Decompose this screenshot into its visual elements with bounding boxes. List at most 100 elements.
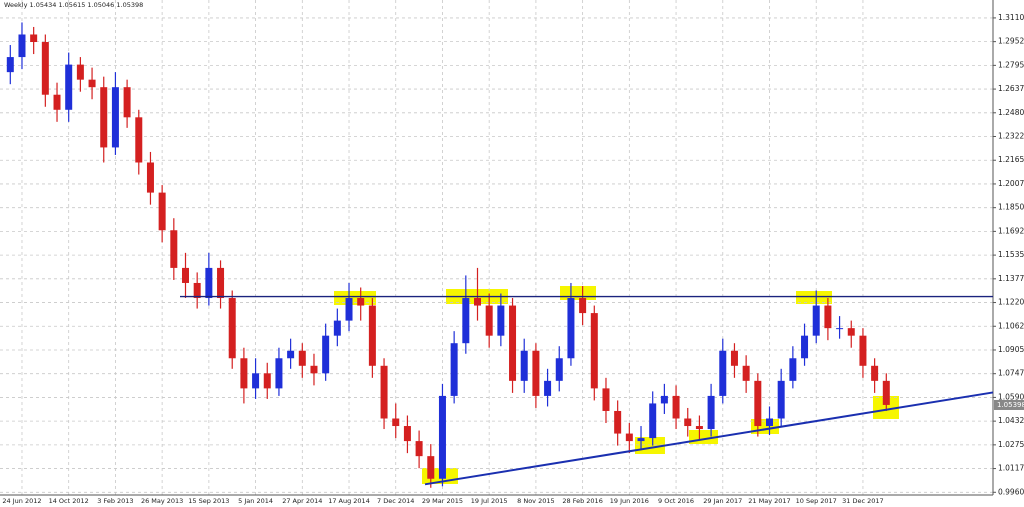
y-tick-label: 1.09050 xyxy=(998,345,1024,354)
candle-body xyxy=(882,380,890,405)
y-tick-label: 1.29525 xyxy=(998,37,1024,46)
candle-body xyxy=(824,305,832,329)
candle-body xyxy=(6,57,14,73)
candle-body xyxy=(88,79,96,88)
candle-body xyxy=(263,373,271,389)
y-tick-label: 0.99600 xyxy=(998,487,1024,496)
candle-body xyxy=(380,365,388,419)
x-tick-label: 19 Jun 2016 xyxy=(610,497,649,505)
y-tick-label: 1.26375 xyxy=(998,84,1024,93)
candle-body xyxy=(660,395,668,404)
candle-body xyxy=(217,267,225,299)
candle-body xyxy=(193,282,201,299)
candle-body xyxy=(719,350,727,396)
y-tick-label: 1.18500 xyxy=(998,203,1024,212)
candle-body xyxy=(333,320,341,336)
x-tick-label: 24 Jun 2012 xyxy=(2,497,41,505)
y-tick-label: 1.02750 xyxy=(998,440,1024,449)
y-tick-label: 1.12200 xyxy=(998,298,1024,307)
x-tick-label: 26 May 2013 xyxy=(141,497,183,505)
y-tick-label: 1.01175 xyxy=(998,464,1024,473)
candle-body xyxy=(146,162,154,193)
candle-body xyxy=(836,328,844,330)
candle-body xyxy=(76,64,84,80)
x-tick-label: 27 Apr 2014 xyxy=(282,497,322,505)
x-tick-label: 10 Sep 2017 xyxy=(796,497,837,505)
candle-body xyxy=(766,418,773,427)
candle-body xyxy=(310,365,318,374)
candle-body xyxy=(801,335,809,359)
candle-body xyxy=(65,64,73,110)
candle-body xyxy=(287,350,295,359)
candle-body xyxy=(41,42,49,95)
x-tick-label: 29 Mar 2015 xyxy=(422,497,463,505)
candle-body xyxy=(462,298,470,344)
candle-body xyxy=(847,328,855,336)
candle-body xyxy=(602,388,610,411)
candle-body xyxy=(649,403,657,439)
candle-body xyxy=(672,395,680,419)
candle-body xyxy=(298,350,306,366)
candle-body xyxy=(18,34,26,58)
candle-body xyxy=(100,87,108,148)
y-tick-label: 1.24800 xyxy=(998,108,1024,117)
x-tick-label: 7 Dec 2014 xyxy=(377,497,414,505)
candle-body xyxy=(240,358,248,389)
candle-body xyxy=(450,343,458,396)
y-tick-label: 1.13775 xyxy=(998,274,1024,283)
candle-body xyxy=(637,438,645,442)
candle-body xyxy=(532,350,540,396)
candle-body xyxy=(742,365,750,381)
x-tick-label: 8 Nov 2015 xyxy=(517,497,555,505)
candle-body xyxy=(730,350,738,366)
candle-body xyxy=(614,410,622,434)
candle-body xyxy=(707,395,715,430)
x-tick-label: 21 May 2017 xyxy=(748,497,790,505)
candle-body xyxy=(345,298,353,321)
candle-body xyxy=(111,87,119,148)
candle-body xyxy=(403,426,411,442)
x-tick-label: 14 Oct 2012 xyxy=(49,497,89,505)
candle-body xyxy=(322,335,330,374)
x-tick-label: 19 Jul 2015 xyxy=(471,497,508,505)
candle-body xyxy=(754,380,762,427)
candle-body xyxy=(182,267,189,283)
candle-body xyxy=(123,87,131,118)
candle-body xyxy=(590,313,598,389)
candle-body xyxy=(695,426,703,430)
y-tick-label: 1.10625 xyxy=(998,321,1024,330)
y-tick-label: 1.07475 xyxy=(998,369,1024,378)
candle-body xyxy=(252,373,260,389)
highlight xyxy=(560,286,596,300)
candle-body xyxy=(812,305,820,336)
candle-body xyxy=(135,117,143,163)
candle-body xyxy=(368,305,376,366)
highlight xyxy=(334,291,376,305)
candle-body xyxy=(30,34,38,43)
x-tick-label: 5 Jan 2014 xyxy=(238,497,273,505)
candle-body xyxy=(684,418,692,427)
candle-body xyxy=(275,358,283,389)
y-tick-label: 1.05900 xyxy=(998,392,1024,401)
price-box xyxy=(994,399,1024,410)
x-tick-label: 31 Dec 2017 xyxy=(842,497,884,505)
candle-body xyxy=(228,298,236,359)
candle-body xyxy=(509,305,517,381)
y-tick-label: 1.20075 xyxy=(998,179,1024,188)
candle-body xyxy=(357,298,365,306)
x-tick-label: 17 Aug 2014 xyxy=(328,497,370,505)
candle-body xyxy=(170,230,178,268)
x-tick-label: 9 Oct 2016 xyxy=(658,497,694,505)
candle-body xyxy=(485,305,493,336)
header: Weekly 1.05434 1.05615 1.05046 1.05398 xyxy=(4,1,143,9)
candle-body xyxy=(555,358,563,381)
x-tick-label: 3 Feb 2013 xyxy=(97,497,133,505)
candle-body xyxy=(53,94,61,110)
candle-body xyxy=(567,298,575,359)
highlight xyxy=(796,291,832,304)
candle-body xyxy=(497,305,505,336)
candle-body xyxy=(392,418,400,427)
candle-body xyxy=(777,380,785,419)
candle-body xyxy=(438,395,446,479)
